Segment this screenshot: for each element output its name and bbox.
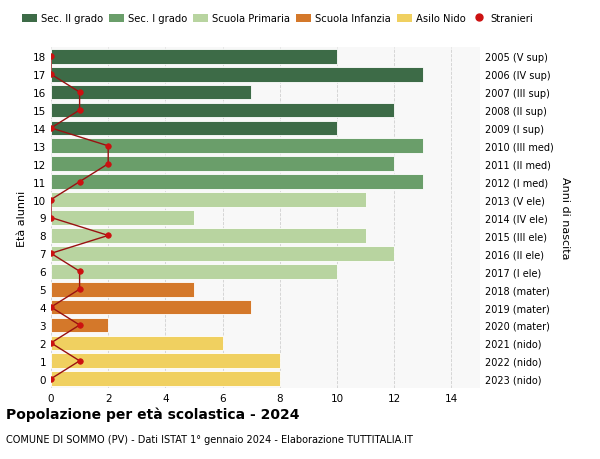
Bar <box>51 318 108 333</box>
Bar <box>51 246 394 261</box>
Bar <box>51 193 365 207</box>
Bar <box>51 336 223 351</box>
Text: Popolazione per età scolastica - 2024: Popolazione per età scolastica - 2024 <box>6 406 299 421</box>
Bar <box>51 300 251 315</box>
Bar <box>51 175 423 190</box>
Bar <box>51 85 251 100</box>
Bar <box>51 211 194 225</box>
Bar <box>51 50 337 64</box>
Bar <box>51 354 280 369</box>
Legend: Sec. II grado, Sec. I grado, Scuola Primaria, Scuola Infanzia, Asilo Nido, Stran: Sec. II grado, Sec. I grado, Scuola Prim… <box>22 14 533 24</box>
Bar <box>51 67 423 82</box>
Bar <box>51 121 337 136</box>
Bar <box>51 282 194 297</box>
Bar <box>51 264 337 279</box>
Bar <box>51 157 394 172</box>
Bar <box>51 139 423 154</box>
Text: COMUNE DI SOMMO (PV) - Dati ISTAT 1° gennaio 2024 - Elaborazione TUTTITALIA.IT: COMUNE DI SOMMO (PV) - Dati ISTAT 1° gen… <box>6 434 413 444</box>
Bar <box>51 103 394 118</box>
Bar <box>51 372 280 386</box>
Y-axis label: Età alunni: Età alunni <box>17 190 28 246</box>
Bar <box>51 229 365 243</box>
Y-axis label: Anni di nascita: Anni di nascita <box>560 177 570 259</box>
